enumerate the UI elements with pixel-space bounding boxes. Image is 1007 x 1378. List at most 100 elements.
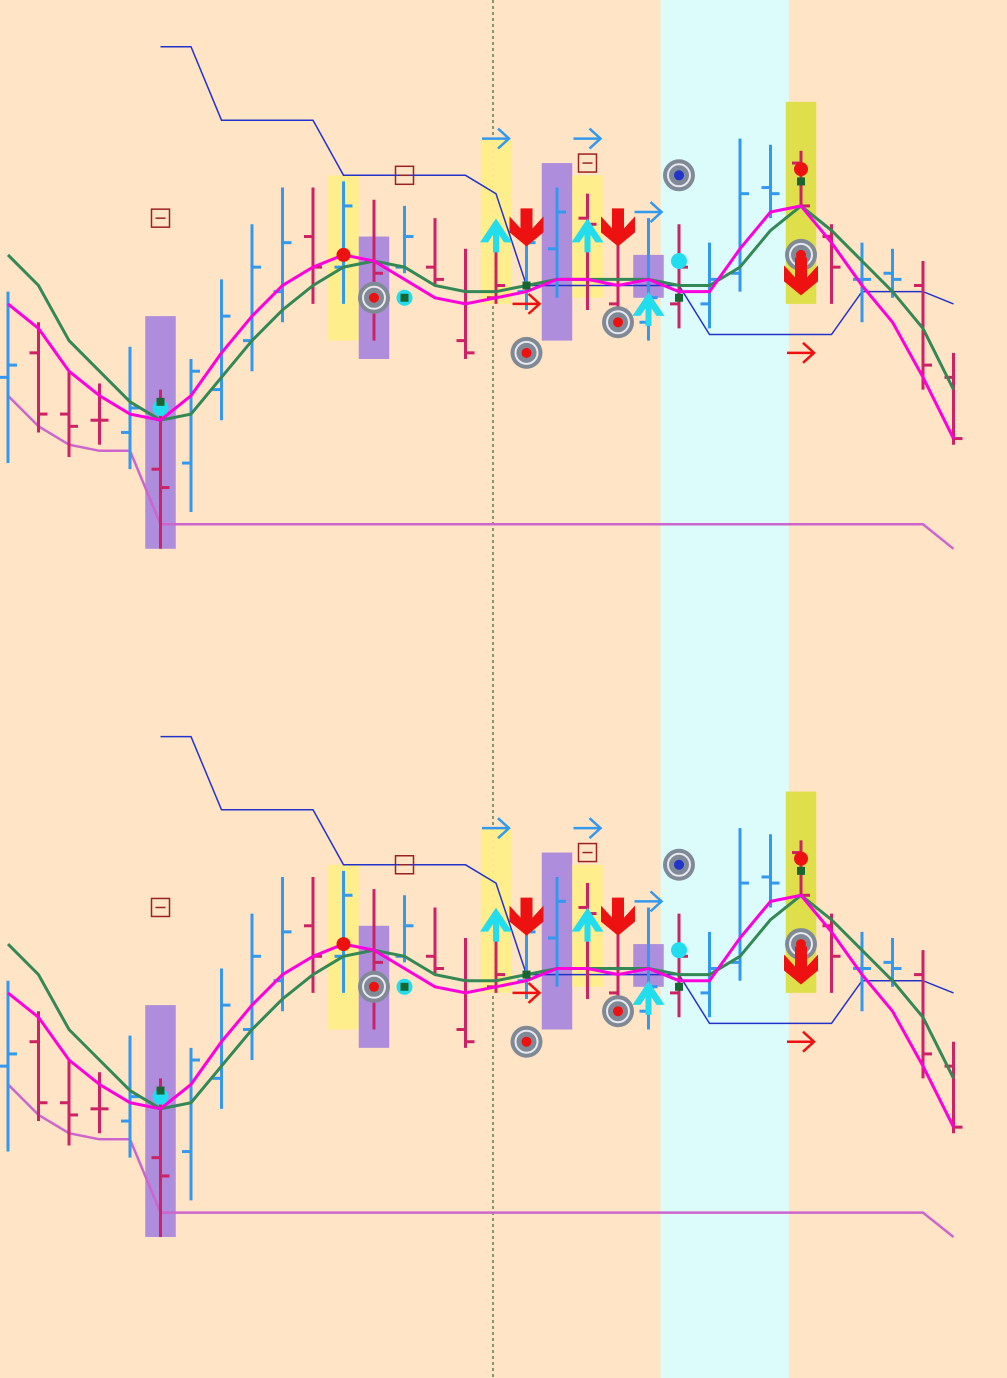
- top-green-square-1: [400, 293, 409, 302]
- top-up-arrow-stem-0: [493, 230, 499, 253]
- top-green-square-4: [797, 177, 805, 186]
- top-green-square-2: [522, 281, 531, 290]
- top-minus-box-frame: [150, 208, 171, 228]
- top-minus-box-icon-0: [150, 208, 171, 228]
- bottom-green-square-1: [400, 982, 409, 991]
- top-target-circle-icon-0: [358, 281, 390, 314]
- bottom-green-square-3: [675, 982, 683, 991]
- top-ohlc-bar-7: [182, 358, 200, 513]
- top-minus-box-frame: [577, 153, 598, 173]
- bottom-green-square-4: [797, 866, 805, 875]
- top-right-arrow-blue-icon-0: [482, 127, 511, 150]
- top-right-arrow-blue-icon-1: [573, 127, 603, 150]
- top-right-arrow-red-icon-1: [787, 341, 816, 364]
- bottom-minus-box-frame: [577, 842, 598, 863]
- bottom-envelope-lower-line: [7, 1083, 955, 1238]
- bottom-ohlc-bar-1: [0, 980, 17, 1152]
- top-ohlc-bar-1: [0, 291, 17, 464]
- top-minus-box-icon-1: [394, 165, 415, 186]
- top-ohlc-bar-4: [90, 383, 109, 445]
- bottom-minus-box-frame: [394, 855, 415, 875]
- top-target-ring: [514, 340, 539, 365]
- top-ma-fast-line: [7, 204, 955, 440]
- top-red-dot-1: [794, 162, 808, 177]
- bottom-down-arrow-icon-2: [784, 946, 818, 985]
- bottom-right-arrow-blue-icon-1: [573, 817, 603, 840]
- bottom-target-ring: [606, 999, 630, 1024]
- top-target-dot: [613, 317, 623, 328]
- bottom-right-arrow-red-icon-1: [787, 1030, 816, 1053]
- bottom-down-arrow-icon-0: [509, 897, 544, 936]
- bottom-ohlc-bar-26: [761, 834, 780, 908]
- top-down-arrow-icon-0: [509, 208, 544, 247]
- bottom-red-dot-1: [794, 851, 808, 866]
- top-ohlc-bar-31: [914, 261, 932, 390]
- bottom-target-ring: [667, 852, 691, 877]
- panel-top: [0, 45, 963, 550]
- bottom-right-arrow-blue-icon-2: [634, 890, 664, 913]
- bottom-up-arrow-stem-1: [584, 919, 591, 942]
- bottom-down-arrow-icon-1: [601, 897, 635, 936]
- bottom-ohlc-bar-8: [212, 968, 231, 1109]
- bottom-right-arrow-blue-icon-0: [482, 817, 511, 840]
- bottom-minus-box-icon-2: [577, 842, 598, 863]
- top-down-arrow-icon-2: [784, 257, 818, 296]
- top-right-arrow-blue-icon-2: [634, 201, 664, 223]
- top-up-arrow-stem-1: [584, 230, 591, 253]
- highlight-zone: [660, 0, 789, 1378]
- top-ohlc-bar-2: [29, 322, 48, 433]
- bottom-target-dot: [369, 981, 379, 992]
- bottom-ohlc-bar-6: [151, 1078, 170, 1237]
- bottom-target-circle-icon-0: [358, 970, 390, 1003]
- bottom-target-circle-icon-2: [602, 995, 634, 1028]
- top-green-square-3: [675, 293, 683, 302]
- top-ohlc-bar-26: [761, 144, 780, 219]
- bottom-target-dot: [613, 1006, 623, 1017]
- top-minus-box-icon-2: [577, 153, 598, 173]
- top-up-arrow-stem-2: [645, 303, 652, 326]
- bottom-target-dot: [674, 859, 684, 870]
- bottom-ohlc-bar-3: [60, 1060, 78, 1146]
- top-ohlc-bar-6: [151, 389, 170, 549]
- top-ma-slow-line: [6, 203, 955, 422]
- top-right-arrow-red-icon-0: [512, 292, 542, 315]
- top-ohlc-bar-3: [60, 371, 78, 457]
- top-target-ring: [667, 163, 691, 188]
- bottom-ohlc-bar-4: [90, 1072, 109, 1134]
- top-ohlc-bar-15: [426, 218, 444, 286]
- bottom-up-arrow-stem-0: [493, 919, 499, 942]
- bottom-right-arrow-red-icon-0: [512, 981, 542, 1004]
- top-target-dot: [369, 292, 379, 303]
- top-target-dot: [521, 347, 532, 358]
- bottom-ohlc-bar-31: [914, 950, 932, 1079]
- top-target-dot: [674, 170, 684, 181]
- top-ohlc-bar-8: [212, 279, 231, 421]
- top-target-circle-icon-2: [602, 306, 634, 339]
- bottom-red-dot-0: [336, 937, 351, 952]
- top-target-circle-icon-3: [663, 159, 695, 192]
- bottom-green-square-2: [522, 970, 531, 979]
- bottom-target-ring: [362, 974, 386, 999]
- bottom-ohlc-bar-2: [29, 1011, 48, 1122]
- top-red-dot-0: [336, 247, 351, 262]
- bottom-ma-slow-line: [6, 893, 955, 1111]
- bottom-ohlc-bar-7: [182, 1047, 200, 1201]
- top-target-ring: [606, 310, 630, 335]
- top-cyan-dot-2: [671, 253, 687, 270]
- top-green-square-0: [156, 397, 165, 406]
- bottom-minus-box-icon-0: [150, 897, 171, 918]
- bottom-minus-box-icon-1: [394, 855, 415, 875]
- top-target-circle-icon-1: [510, 336, 543, 369]
- bottom-green-square-0: [156, 1086, 165, 1095]
- panel-bottom: [0, 735, 963, 1238]
- bottom-ohlc-bar-15: [426, 907, 444, 975]
- bottom-ma-fast-line: [7, 893, 955, 1128]
- bottom-cyan-dot-2: [671, 942, 687, 959]
- top-envelope-lower-line: [7, 394, 955, 550]
- bottom-target-circle-icon-1: [510, 1025, 543, 1058]
- top-down-arrow-icon-1: [601, 208, 635, 247]
- bottom-target-dot: [521, 1036, 532, 1047]
- bottom-target-ring: [514, 1029, 539, 1054]
